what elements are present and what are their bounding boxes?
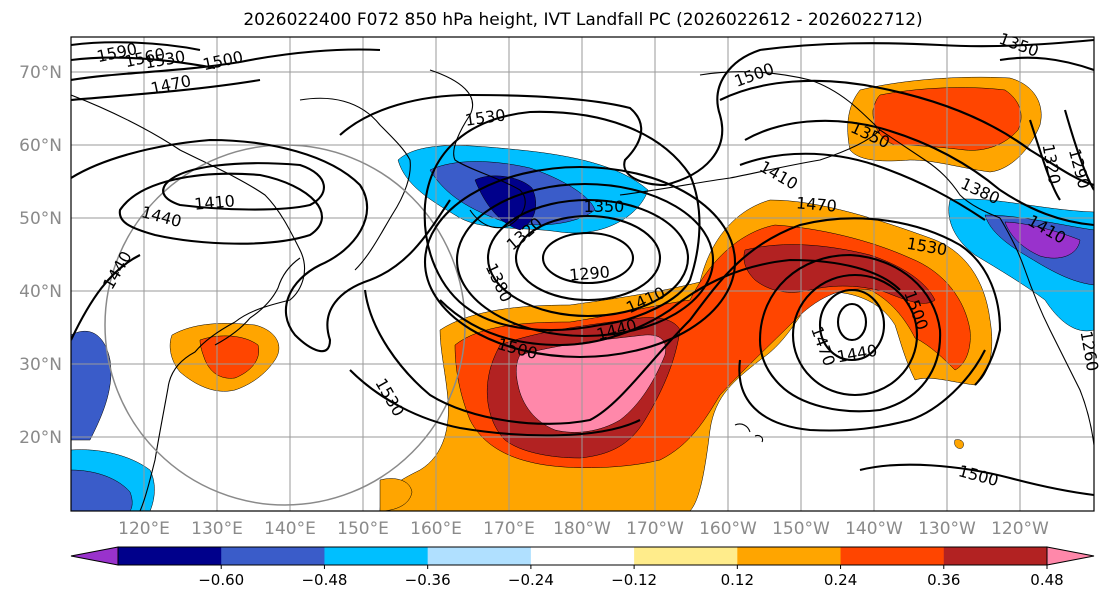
colorbar-tick-label: 0.48 bbox=[1030, 571, 1063, 589]
coast-japan bbox=[214, 257, 301, 346]
colorbar-tick-label: 0.24 bbox=[824, 571, 857, 589]
negative-pc-region-northwest-us bbox=[948, 198, 1094, 332]
lon-label: 150°W bbox=[772, 519, 830, 539]
ivt-shaded-area bbox=[1004, 221, 1081, 259]
coastlines bbox=[71, 69, 1094, 511]
ivt-shaded-area bbox=[954, 439, 964, 449]
lon-label: 130°E bbox=[191, 519, 243, 539]
colorbar-bin bbox=[221, 547, 325, 565]
lat-label: 50°N bbox=[19, 209, 62, 229]
colorbar: −0.60 −0.48 −0.36 −0.24 −0.12 0.12 0.24 0.36 0.4… bbox=[70, 546, 1095, 589]
lon-label: 160°W bbox=[699, 519, 757, 539]
ivt-shaded-area bbox=[71, 330, 112, 441]
colorbar-tick-label: 0.36 bbox=[927, 571, 960, 589]
colorbar-bin bbox=[737, 547, 842, 565]
negative-pc-region-philippine-sea bbox=[71, 330, 155, 511]
lat-label: 70°N bbox=[19, 63, 62, 83]
contour-label: 1470 bbox=[795, 193, 837, 215]
lat-label: 40°N bbox=[19, 282, 62, 302]
colorbar-tick-label: −0.60 bbox=[198, 571, 244, 589]
height-contours bbox=[71, 38, 1094, 497]
colorbar-extend-low bbox=[70, 546, 119, 566]
map-frame bbox=[70, 36, 1095, 512]
figure-title: 2026022400 F072 850 hPa height, IVT Land… bbox=[243, 10, 922, 30]
lon-label: 170°E bbox=[483, 519, 535, 539]
colorbar-bin bbox=[427, 547, 532, 565]
lon-label: 120°W bbox=[991, 519, 1049, 539]
ivt-shaded-area bbox=[379, 478, 413, 511]
positive-pc-region-alaska bbox=[847, 76, 1042, 173]
map-panel: 1590 1560 1530 1470 1500 1410 1440 1440 … bbox=[70, 29, 1102, 512]
coast-alaska bbox=[699, 71, 1001, 219]
colorbar-frame bbox=[117, 546, 1048, 566]
ivt-shaded-area bbox=[516, 334, 666, 433]
positive-pc-region-japan bbox=[169, 323, 280, 392]
lon-label: 120°E bbox=[118, 519, 170, 539]
graticule bbox=[71, 37, 1094, 511]
colorbar-extend-high bbox=[1046, 546, 1095, 566]
longitude-labels: 120°E 130°E 140°E 150°E 160°E 170°E 180°… bbox=[118, 519, 1049, 539]
coast-north-america bbox=[999, 217, 1094, 446]
lon-label: 160°E bbox=[410, 519, 462, 539]
lon-label: 150°E bbox=[337, 519, 389, 539]
lon-label: 140°W bbox=[845, 519, 903, 539]
colorbar-bin bbox=[634, 547, 738, 565]
colorbar-bin bbox=[118, 547, 222, 565]
lon-label: 180°W bbox=[553, 519, 611, 539]
ivt-shaded-area bbox=[199, 335, 260, 379]
colorbar-tick-label: −0.12 bbox=[611, 571, 657, 589]
coast-hawaii bbox=[734, 423, 764, 443]
colorbar-bin bbox=[840, 547, 945, 565]
colorbar-tick-label: −0.48 bbox=[301, 571, 347, 589]
contour-label: 1350 bbox=[584, 197, 625, 216]
colorbar-bin bbox=[943, 547, 1048, 565]
colorbar-tick-label: 0.12 bbox=[721, 571, 754, 589]
lat-label: 60°N bbox=[19, 136, 62, 156]
contour-label: 1410 bbox=[193, 191, 235, 213]
colorbar-tick-label: −0.24 bbox=[508, 571, 554, 589]
ivt-shaded-area bbox=[474, 175, 536, 231]
contour-label: 1290 bbox=[568, 262, 610, 284]
coast-kamchatka bbox=[429, 69, 526, 229]
lat-label: 20°N bbox=[19, 428, 62, 448]
lat-label: 30°N bbox=[19, 355, 62, 375]
coast-okhotsk bbox=[299, 97, 411, 271]
colorbar-bin bbox=[324, 547, 429, 565]
lon-label: 140°E bbox=[264, 519, 316, 539]
colorbar-bin bbox=[530, 547, 635, 565]
lon-label: 170°W bbox=[626, 519, 684, 539]
lon-label: 130°W bbox=[918, 519, 976, 539]
coast-east-asia bbox=[71, 94, 305, 511]
colorbar-tick-label: −0.36 bbox=[405, 571, 451, 589]
latitude-labels: 70°N 60°N 50°N 40°N 30°N 20°N bbox=[19, 63, 62, 448]
